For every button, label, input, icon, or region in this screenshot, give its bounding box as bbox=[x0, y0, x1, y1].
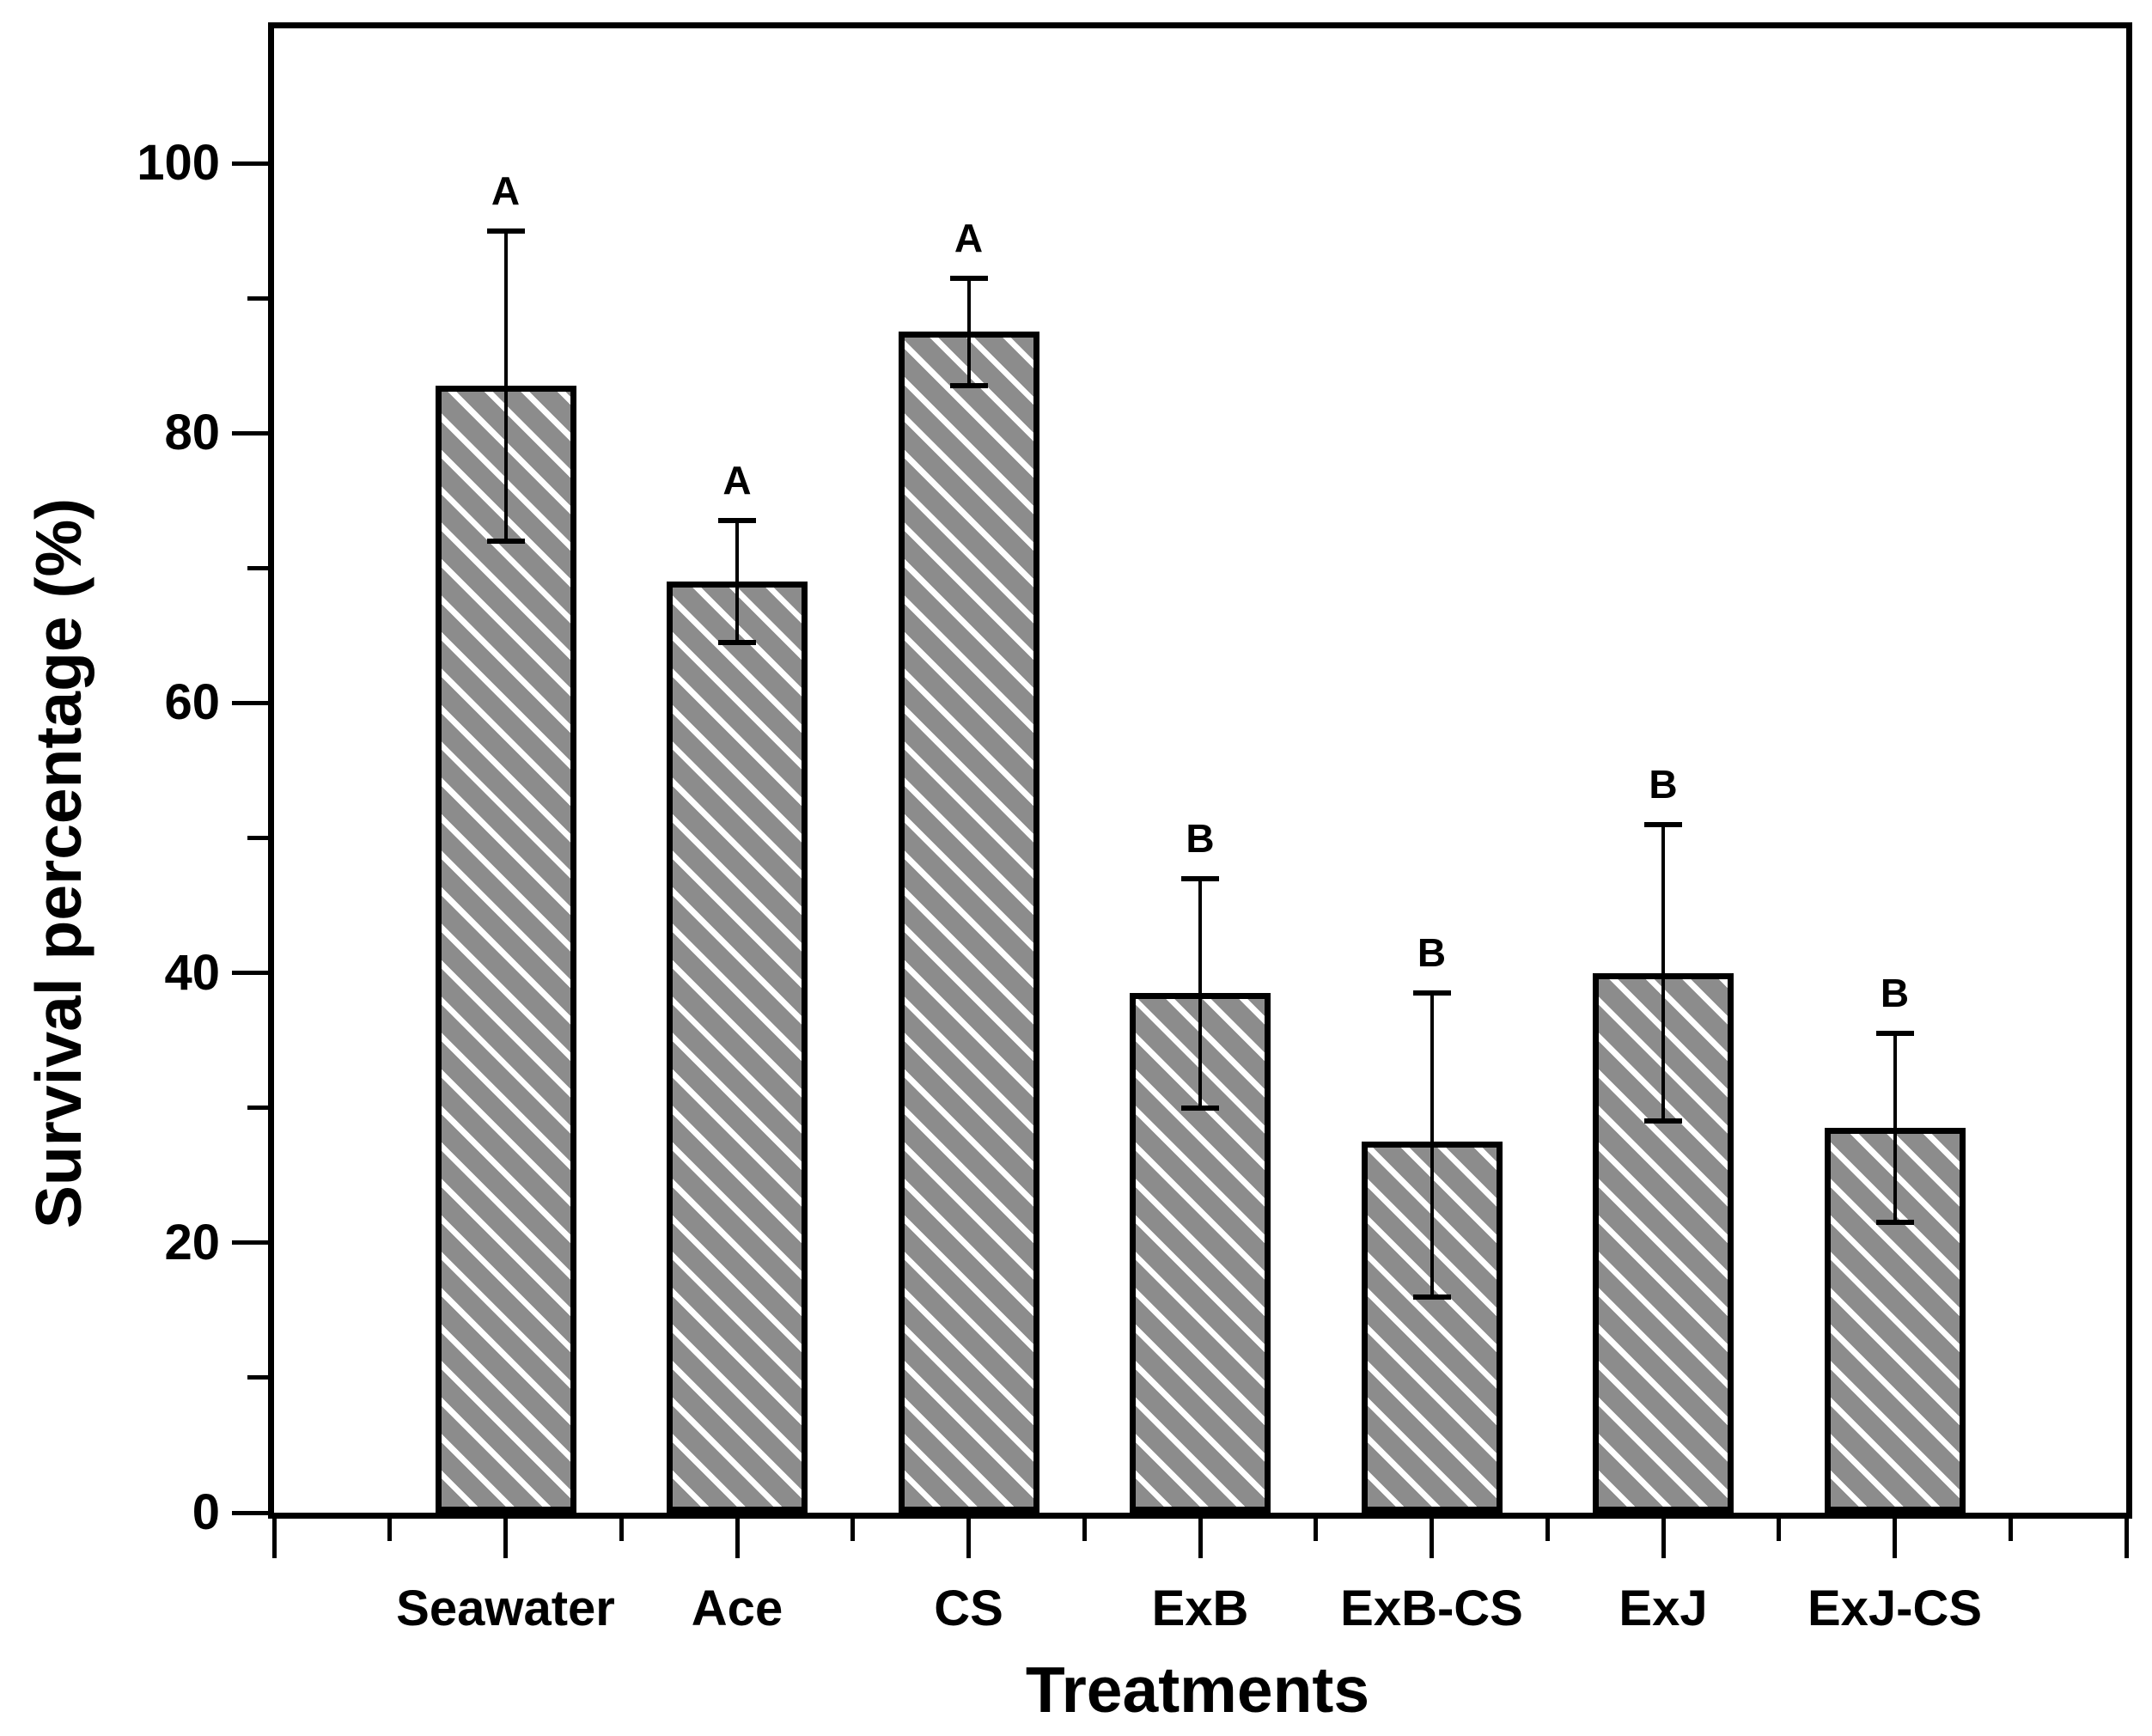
x-category-label-CS: CS bbox=[934, 1581, 1003, 1636]
error-bar-cap-top-ExB bbox=[1181, 875, 1219, 881]
x-category-label-ExB-CS: ExB-CS bbox=[1340, 1581, 1523, 1636]
y-tick-label: 20 bbox=[164, 1214, 220, 1270]
x-category-label-ExJ: ExJ bbox=[1619, 1581, 1708, 1636]
x-minor-tick bbox=[619, 1519, 624, 1541]
y-major-tick bbox=[232, 1240, 268, 1246]
x-minor-tick bbox=[850, 1519, 856, 1541]
significance-letter-Ace: A bbox=[722, 458, 752, 503]
significance-letter-ExJ-CS: B bbox=[1880, 971, 1910, 1016]
error-bar-cap-top-ExB-CS bbox=[1412, 990, 1451, 996]
y-tick-label: 60 bbox=[164, 674, 220, 731]
x-minor-tick bbox=[1082, 1519, 1087, 1541]
y-major-tick bbox=[232, 700, 268, 705]
y-minor-tick bbox=[247, 565, 268, 570]
error-bar-line-Seawater bbox=[503, 230, 508, 541]
y-tick-label: 40 bbox=[164, 944, 220, 1001]
error-bar-cap-bottom-Seawater bbox=[486, 538, 525, 544]
y-major-tick bbox=[232, 971, 268, 976]
error-bar-cap-bottom-ExB-CS bbox=[1412, 1294, 1451, 1300]
error-bar-cap-top-CS bbox=[949, 275, 988, 281]
significance-letter-CS: A bbox=[954, 215, 984, 260]
error-bar-line-ExB bbox=[1198, 878, 1202, 1108]
y-minor-tick bbox=[247, 1375, 268, 1380]
x-category-label-Ace: Ace bbox=[691, 1581, 783, 1636]
x-major-tick bbox=[735, 1519, 740, 1558]
y-minor-tick bbox=[247, 295, 268, 301]
y-major-tick bbox=[232, 430, 268, 436]
significance-letter-ExB-CS: B bbox=[1417, 930, 1447, 976]
error-bar-line-Ace bbox=[735, 521, 739, 643]
x-minor-tick bbox=[2008, 1519, 2013, 1541]
x-major-tick bbox=[1893, 1519, 1897, 1558]
y-major-tick bbox=[232, 161, 268, 166]
error-bar-line-ExJ-CS bbox=[1893, 1033, 1897, 1223]
error-bar-line-ExJ bbox=[1661, 824, 1665, 1122]
error-bar-line-ExB-CS bbox=[1430, 993, 1434, 1297]
x-minor-tick bbox=[387, 1519, 393, 1541]
x-axis-title: Treatments bbox=[1025, 1654, 1370, 1726]
error-bar-cap-top-Seawater bbox=[486, 228, 525, 234]
bar-Seawater bbox=[435, 386, 576, 1513]
plot-area: A A A B B B B bbox=[232, 22, 2132, 1558]
error-bar-cap-top-Ace bbox=[718, 518, 756, 524]
error-bar-cap-bottom-ExJ-CS bbox=[1875, 1220, 1914, 1226]
error-bar-cap-bottom-Ace bbox=[718, 639, 756, 645]
x-category-label-ExJ-CS: ExJ-CS bbox=[1807, 1581, 1983, 1636]
bar-Ace bbox=[667, 582, 808, 1513]
x-category-label-Seawater: Seawater bbox=[396, 1581, 615, 1636]
y-tick-label: 100 bbox=[137, 135, 220, 192]
error-bar-cap-bottom-ExJ bbox=[1644, 1118, 1682, 1124]
x-minor-tick bbox=[1545, 1519, 1550, 1541]
y-minor-tick bbox=[247, 1106, 268, 1111]
error-bar-line-CS bbox=[966, 277, 971, 387]
y-minor-tick bbox=[247, 836, 268, 841]
x-category-label-ExB: ExB bbox=[1151, 1581, 1249, 1636]
y-tick-label: 80 bbox=[164, 405, 220, 461]
error-bar-cap-bottom-CS bbox=[949, 383, 988, 389]
significance-letter-Seawater: A bbox=[491, 168, 521, 213]
x-major-tick bbox=[1198, 1519, 1203, 1558]
y-major-tick bbox=[232, 1510, 268, 1515]
error-bar-cap-top-ExJ-CS bbox=[1875, 1031, 1914, 1037]
x-minor-tick bbox=[1777, 1519, 1782, 1541]
bar-ExJ-CS bbox=[1824, 1128, 1966, 1513]
x-major-tick bbox=[503, 1519, 508, 1558]
error-bar-cap-top-ExJ bbox=[1644, 821, 1682, 827]
error-bar-cap-bottom-ExB bbox=[1181, 1105, 1219, 1111]
x-major-tick bbox=[1430, 1519, 1434, 1558]
bar-CS bbox=[898, 332, 1039, 1513]
y-tick-label: 0 bbox=[192, 1484, 220, 1540]
significance-letter-ExB: B bbox=[1186, 815, 1215, 861]
x-major-tick bbox=[2124, 1519, 2129, 1558]
x-minor-tick bbox=[1314, 1519, 1319, 1541]
x-major-tick bbox=[966, 1519, 971, 1558]
x-major-tick bbox=[1661, 1519, 1666, 1558]
x-major-tick bbox=[271, 1519, 277, 1558]
significance-letter-ExJ: B bbox=[1649, 761, 1678, 807]
